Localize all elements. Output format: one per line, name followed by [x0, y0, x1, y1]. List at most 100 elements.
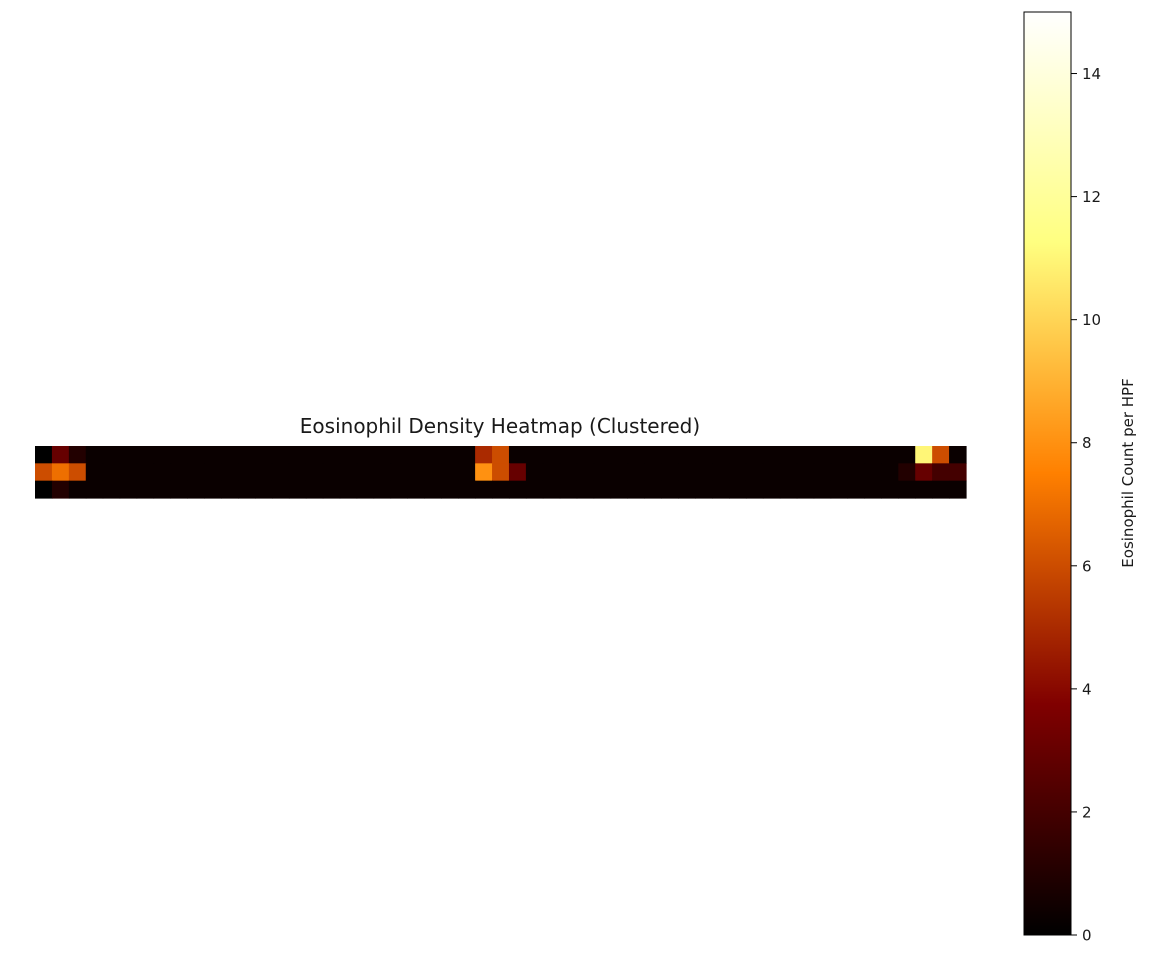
heatmap-cell	[271, 480, 290, 499]
colorbar-tick-label: 10	[1082, 311, 1101, 329]
heatmap-cell	[745, 446, 764, 464]
heatmap-cell	[373, 480, 392, 499]
heatmap-cell	[119, 446, 138, 464]
heatmap-cell	[221, 446, 239, 464]
heatmap-cell	[779, 446, 798, 464]
heatmap-cell	[221, 463, 239, 482]
heatmap-cell	[322, 463, 341, 482]
heatmap-cell	[305, 446, 324, 464]
heatmap-cell	[576, 480, 595, 499]
heatmap-cell	[356, 480, 375, 499]
chart-title: Eosinophil Density Heatmap (Clustered)	[300, 414, 700, 438]
heatmap-cell	[678, 463, 696, 482]
heatmap-cell	[729, 446, 747, 464]
heatmap-cell	[745, 480, 764, 499]
heatmap-grid	[35, 446, 967, 499]
heatmap-cell	[238, 480, 256, 499]
heatmap-cell	[525, 463, 544, 482]
heatmap-cell	[356, 463, 375, 482]
heatmap-cell	[85, 463, 104, 482]
heatmap-cell	[508, 480, 527, 499]
colorbar-ticks: 0 2 4 6 8 10 12 14	[1071, 65, 1101, 945]
heatmap-cell	[153, 463, 172, 482]
heatmap-cell	[847, 446, 866, 464]
heatmap-cell	[745, 463, 764, 482]
heatmap-cell	[610, 463, 629, 482]
heatmap-cell	[661, 446, 679, 464]
heatmap-cell	[424, 480, 442, 499]
heatmap-cell	[762, 463, 781, 482]
heatmap-cell	[221, 480, 239, 499]
heatmap-cell	[136, 463, 155, 482]
heatmap-cell	[847, 480, 866, 499]
heatmap-cell	[102, 480, 121, 499]
heatmap-cell	[407, 480, 425, 499]
heatmap-cell	[864, 480, 882, 499]
heatmap-cell	[678, 446, 696, 464]
heatmap-cell	[695, 463, 713, 482]
heatmap-cell	[864, 463, 882, 482]
heatmap-cell	[288, 480, 307, 499]
heatmap-cell	[136, 480, 155, 499]
colorbar-tick-label: 12	[1082, 188, 1101, 206]
heatmap-cell	[830, 446, 849, 464]
heatmap-cell	[644, 480, 662, 499]
heatmap-cell	[85, 480, 104, 499]
heatmap-cell	[729, 480, 747, 499]
heatmap-cell	[559, 480, 578, 499]
heatmap-cell	[255, 446, 273, 464]
heatmap-cell	[610, 480, 629, 499]
heatmap-cell	[712, 446, 730, 464]
heatmap-cell	[661, 480, 679, 499]
heatmap-cell	[51, 480, 70, 499]
heatmap-cell	[729, 463, 747, 482]
heatmap-cell	[102, 463, 121, 482]
heatmap-cell	[187, 446, 205, 464]
colorbar-tick-label: 8	[1082, 434, 1092, 452]
heatmap-cell	[153, 446, 172, 464]
heatmap-cell	[288, 446, 307, 464]
heatmap-cell	[508, 446, 527, 464]
heatmap-cell	[661, 463, 679, 482]
heatmap-cell	[492, 480, 510, 499]
heatmap-cell	[407, 446, 425, 464]
heatmap-cell	[949, 463, 967, 482]
heatmap-cell	[356, 446, 375, 464]
heatmap-cell	[441, 480, 459, 499]
heatmap-cell	[390, 480, 408, 499]
heatmap-cell	[373, 463, 392, 482]
heatmap-cell	[390, 463, 408, 482]
heatmap-cell	[255, 463, 273, 482]
heatmap-cell	[458, 480, 476, 499]
heatmap-cell	[898, 480, 916, 499]
colorbar: 0 2 4 6 8 10 12 14 Eosinophil Count per HPF	[1023, 11, 1137, 945]
heatmap-cell	[644, 463, 662, 482]
heatmap-cell	[475, 446, 493, 464]
heatmap-cell	[898, 446, 916, 464]
heatmap-cell	[796, 463, 815, 482]
heatmap-cell	[559, 446, 578, 464]
heatmap-cell	[762, 480, 781, 499]
heatmap-cell	[68, 480, 87, 499]
heatmap-cell	[305, 463, 324, 482]
heatmap-cell	[949, 480, 967, 499]
heatmap-cell	[712, 480, 730, 499]
heatmap-cell	[915, 463, 933, 482]
heatmap-cell	[813, 463, 832, 482]
heatmap-cell	[492, 446, 510, 464]
heatmap-cell	[271, 446, 290, 464]
heatmap-cell	[830, 480, 849, 499]
heatmap-cell	[441, 463, 459, 482]
heatmap-cell	[610, 446, 629, 464]
heatmap-cell	[35, 463, 53, 482]
heatmap-cell	[170, 480, 188, 499]
heatmap-cell	[119, 480, 138, 499]
heatmap-cell	[779, 463, 798, 482]
heatmap-cell	[525, 480, 544, 499]
heatmap-cell	[627, 463, 645, 482]
heatmap-cell	[170, 463, 188, 482]
heatmap-cell	[458, 463, 476, 482]
heatmap-cell	[136, 446, 155, 464]
heatmap-cell	[322, 480, 341, 499]
heatmap-cell	[204, 480, 222, 499]
